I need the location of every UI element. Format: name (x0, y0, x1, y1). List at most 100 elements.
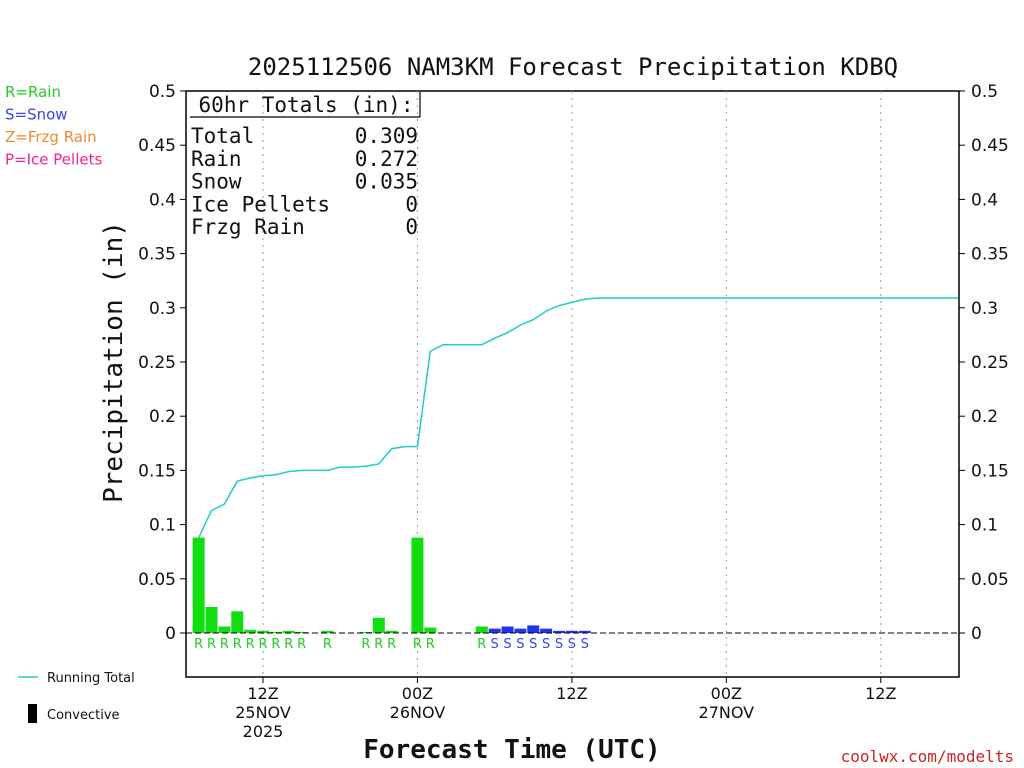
precip-type-label: S (503, 637, 511, 652)
x-tick-label: 12Z (865, 684, 896, 703)
precip-type-label: R (284, 637, 293, 652)
precip-type-label: R (387, 637, 396, 652)
y-tick-label-right: 0.25 (971, 353, 1009, 373)
precip-bar-R (257, 630, 269, 633)
precip-type-label: R (246, 637, 255, 652)
precip-type-label: S (516, 637, 524, 652)
precip-type-label: S (581, 637, 589, 652)
y-tick-label-left: 0.5 (149, 82, 176, 102)
precip-type-label: R (220, 637, 229, 652)
x-tick-label: 25NOV (235, 703, 291, 722)
precip-type-label: R (271, 637, 280, 652)
precip-bar-R (411, 537, 424, 633)
y-tick-label-left: 0.4 (149, 190, 176, 210)
precip-type-label: R (413, 637, 422, 652)
chart-title: 2025112506 NAM3KM Forecast Precipitation… (248, 53, 898, 81)
precip-type-legend: R=Rain S=Snow Z=Frzg Rain P=Ice Pellets (5, 83, 102, 169)
plot-frame (185, 90, 960, 678)
precip-type-label: R (233, 637, 242, 652)
precip-type-label: R (477, 637, 486, 652)
convective-legend-label: Convective (47, 708, 120, 723)
precip-bar-R (385, 630, 398, 633)
type-legend-item: Z=Frzg Rain (5, 128, 97, 146)
y-axis-title: Precipitation (in) (99, 221, 129, 503)
x-tick-label: 2025 (243, 722, 284, 741)
precip-bar-R (218, 626, 231, 633)
y-tick-label-left: 0.1 (149, 516, 176, 536)
precip-bar-S (553, 630, 566, 633)
precip-type-label: S (568, 637, 576, 652)
y-tick-label-left: 0.3 (149, 299, 176, 319)
y-tick-label-right: 0.5 (971, 82, 998, 102)
precip-bar-S (514, 628, 527, 633)
precip-bar-S (540, 628, 553, 633)
running-total-series (198, 297, 958, 538)
y-tick-label-left: 0.2 (149, 407, 176, 427)
totals-value: 0.035 (355, 170, 418, 194)
precip-type-label: S (529, 637, 537, 652)
totals-label: Frzg Rain (191, 215, 305, 239)
y-tick-label-right: 0.15 (971, 461, 1009, 481)
y-tick-label-right: 0.4 (971, 190, 998, 210)
y-tick-label-left: 0.25 (138, 353, 176, 373)
y-tick-label-left: 0.45 (138, 136, 176, 156)
convective-legend-swatch (28, 704, 37, 723)
y-tick-label-left: 0.35 (138, 245, 176, 265)
precip-bar-R (244, 629, 257, 633)
type-legend-item: P=Ice Pellets (5, 151, 102, 169)
running-total-legend-label: Running Total (47, 671, 135, 686)
y-tick-label-left: 0 (165, 624, 176, 644)
type-legend-item: S=Snow (5, 106, 68, 124)
x-tick-label: 00Z (402, 684, 433, 703)
precip-bar-S (565, 630, 578, 633)
precip-bar-R (295, 631, 308, 633)
y-axis-left: 0.5 0.45 0.4 0.35 0.3 0.25 0.2 0.15 0.1 0.05 0 (138, 82, 186, 644)
precip-bar-R (269, 631, 282, 633)
running-total-line (198, 297, 958, 538)
precip-type-label: R (297, 637, 306, 652)
precip-bar-R (475, 626, 488, 633)
precip-type-label: R (323, 637, 332, 652)
totals-value: 0 (405, 215, 418, 239)
y-tick-label-right: 0.35 (971, 245, 1009, 265)
totals-label: Rain (191, 147, 242, 171)
precip-bar-S (578, 630, 591, 633)
y-tick-label-right: 0.2 (971, 407, 998, 427)
precip-bar-R (282, 630, 295, 633)
precip-type-label: S (555, 637, 563, 652)
y-tick-label-right: 0.05 (971, 570, 1009, 590)
x-tick-label: 00Z (711, 684, 742, 703)
totals-value: 0 (405, 192, 418, 216)
precip-bar-R (372, 617, 385, 633)
precip-type-label: R (374, 637, 383, 652)
type-legend-item: R=Rain (5, 83, 61, 101)
series-legend: Running Total Convective (18, 671, 135, 723)
x-tick-label: 26NOV (390, 703, 446, 722)
precip-bar-R (424, 627, 437, 633)
precip-bar-R (231, 611, 244, 633)
y-tick-label-right: 0.45 (971, 136, 1009, 156)
precip-type-label: R (194, 637, 203, 652)
precip-type-label: R (207, 637, 216, 652)
precip-type-label: R (426, 637, 435, 652)
y-tick-label-right: 0.3 (971, 299, 998, 319)
totals-title: 60hr Totals (in): (199, 93, 414, 117)
y-tick-label-left: 0.05 (138, 570, 176, 590)
totals-box: 60hr Totals (in): Total 0.309 Rain 0.272 Sno… (190, 92, 421, 239)
precip-bar-R (359, 631, 372, 633)
precip-bar-S (527, 625, 540, 633)
precip-bars (192, 537, 591, 633)
x-tick-label: 27NOV (699, 703, 755, 722)
totals-value: 0.272 (355, 147, 418, 171)
x-tick-label: 12Z (247, 684, 278, 703)
precip-bar-R (321, 630, 334, 633)
totals-label: Snow (191, 170, 242, 194)
totals-value: 0.309 (355, 124, 418, 148)
precip-bar-S (488, 628, 501, 633)
totals-label: Total (191, 124, 254, 148)
y-tick-label-right: 0 (971, 624, 982, 644)
precip-type-label: S (542, 637, 550, 652)
